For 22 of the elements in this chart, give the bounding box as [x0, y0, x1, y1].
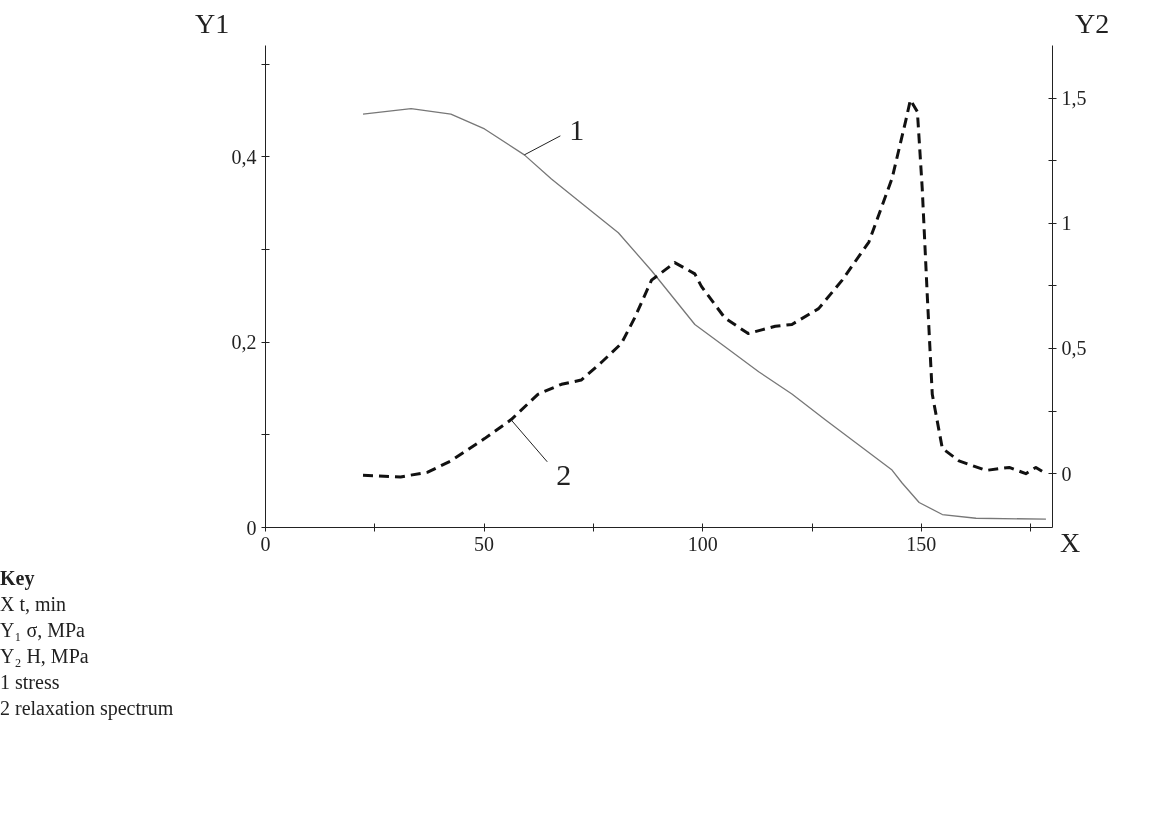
- x-tick-label: 100: [687, 532, 718, 555]
- y2-axis-title: Y2: [1075, 7, 1110, 41]
- text: 1 stress: [0, 670, 61, 695]
- text: Y₁ σ, MPa: [0, 618, 86, 643]
- y2-tick-label: 1: [1061, 212, 1072, 235]
- y-tick-label: 0,4: [231, 145, 257, 168]
- x-tick-label: 0: [260, 532, 271, 555]
- annotation: 1: [569, 112, 585, 146]
- y2-tick-label: 0: [1061, 462, 1072, 485]
- y-tick-label: 0,2: [231, 331, 257, 354]
- text: Y₂ H, MPa: [0, 644, 90, 669]
- annotation: 2: [556, 457, 572, 491]
- text: 2 relaxation spectrum: [0, 696, 174, 721]
- text: X t, min: [0, 592, 68, 617]
- y2-tick-label: 0,5: [1061, 337, 1087, 360]
- y2-tick-label: 1,5: [1061, 87, 1087, 110]
- text: Key: [0, 566, 36, 591]
- y-tick-label: 0: [246, 516, 257, 539]
- x-tick-label: 150: [906, 532, 937, 555]
- x-tick-label: 50: [474, 532, 495, 555]
- x-axis-title: X: [1060, 526, 1081, 560]
- y-axis-title: Y1: [195, 7, 230, 41]
